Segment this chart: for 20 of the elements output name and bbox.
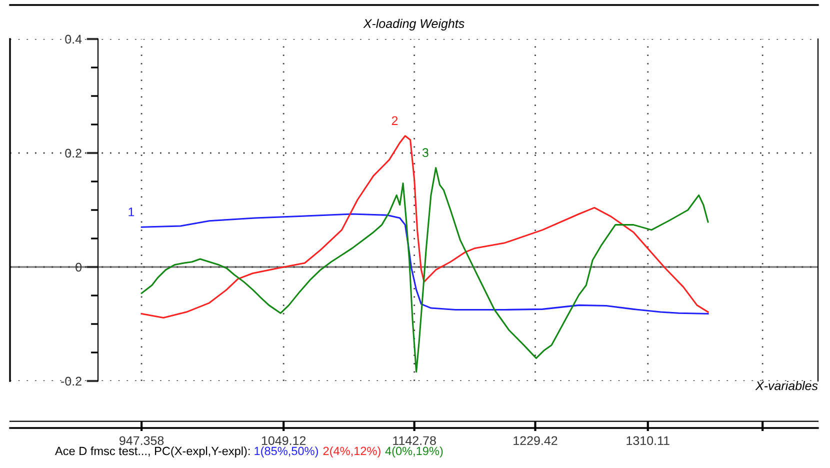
x-tick-label: 1142.78 [393,436,436,446]
line-series [140,213,709,315]
text: 4(0%,19%) [385,446,443,458]
series-label: 3 [422,148,428,158]
y-tick-label: 0.2 [65,148,82,158]
text: 1(85%,50%) [254,446,318,458]
text: 2(4%,12%) [323,446,380,458]
y-tick-label: 0.4 [65,34,82,44]
series-label: 1 [128,208,134,216]
x-tick-label: 1310.11 [626,436,670,446]
x-axis-title: X-variables [755,381,818,390]
x-tick-label: 1049.12 [262,436,306,446]
line-series [140,135,709,318]
x-tick-label: 947.358 [120,436,164,446]
line-series [140,167,709,373]
series-label: 2 [392,116,398,125]
y-tick-label: -0.2 [61,376,82,386]
text: Ace D fmsc test..., PC(X-expl,Y-expl): [55,446,250,458]
x-tick-label: 1229.42 [514,436,558,446]
chart-title: X-loading Weights [363,18,464,30]
